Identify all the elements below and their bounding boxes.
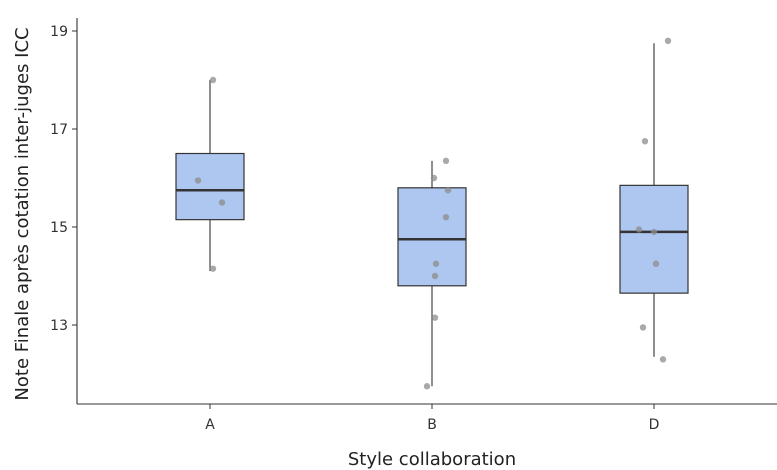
data-point [431,272,439,280]
data-point [430,174,438,182]
data-point [209,265,217,272]
y-tick-label: 15 [50,220,68,236]
iqr-box [397,187,467,287]
data-point [652,260,660,267]
data-point [639,324,647,331]
data-point [431,314,439,321]
x-tick-label: B [427,417,437,433]
data-point [650,228,658,236]
data-point [209,76,217,84]
x-axis-title: Style collaboration [348,449,516,470]
box-group-a [175,80,245,272]
data-point [635,226,643,233]
iqr-box [175,152,245,221]
x-tick-label: D [649,417,660,433]
data-point [664,37,672,44]
data-point [641,138,649,145]
data-point [194,177,202,184]
data-point [659,356,667,363]
data-point [442,214,450,221]
iqr-box [619,184,689,294]
data-point [444,187,452,194]
y-axis-title: Note Finale après cotation inter-juges I… [12,27,33,400]
box-group-d [619,43,689,357]
data-point [432,260,440,267]
data-point [218,199,226,206]
y-axis: 13 15 17 19 [50,24,77,334]
plot-area [175,37,689,390]
y-tick-label: 13 [50,318,68,334]
y-tick-label: 19 [50,24,68,40]
x-tick-label: A [205,417,215,433]
data-point [423,383,431,390]
y-tick-label: 17 [50,122,68,138]
box-group-b [397,160,467,387]
data-point [442,157,450,165]
